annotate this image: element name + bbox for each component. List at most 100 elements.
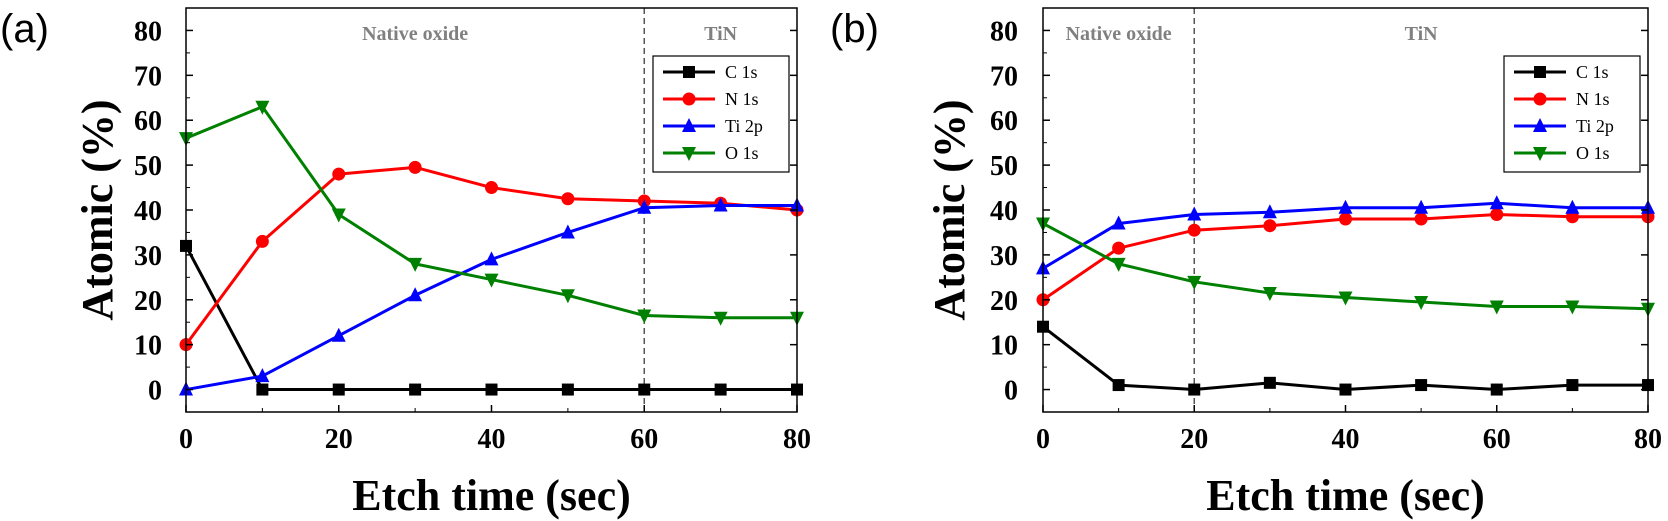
- data-point: [561, 383, 574, 396]
- data-point: [484, 251, 499, 266]
- data-point: [255, 100, 270, 115]
- data-point: [331, 208, 346, 223]
- y-tick-label: 40: [990, 196, 1018, 227]
- legend-box: [652, 55, 790, 173]
- panel-label: (a): [0, 7, 49, 51]
- data-point: [1111, 215, 1126, 230]
- data-point: [1263, 219, 1277, 233]
- data-point: [332, 167, 346, 181]
- y-tick-label: 30: [990, 241, 1018, 272]
- x-tick-label: 20: [325, 424, 353, 455]
- data-point: [1565, 300, 1580, 315]
- data-point: [1415, 379, 1428, 392]
- data-point: [1112, 379, 1125, 392]
- data-point: [1111, 257, 1126, 272]
- data-point: [637, 199, 652, 214]
- region-label-native-oxide: Native oxide: [1066, 23, 1172, 45]
- y-tick-label: 30: [134, 241, 162, 272]
- y-tick-label: 40: [134, 196, 162, 227]
- data-point: [1338, 199, 1353, 214]
- y-tick-label: 0: [1004, 376, 1018, 407]
- x-tick-label: 20: [1180, 424, 1208, 455]
- data-point: [409, 383, 422, 396]
- series-line: [1042, 325, 1648, 392]
- data-point: [1489, 300, 1504, 315]
- x-tick-label: 60: [630, 424, 658, 455]
- region-label-native-oxide: Native oxide: [362, 23, 468, 45]
- x-tick-label: 0: [179, 424, 193, 455]
- data-point: [484, 273, 499, 288]
- data-point: [638, 383, 651, 396]
- legend-entry: Ti 2p: [1576, 116, 1614, 136]
- data-point: [560, 289, 575, 304]
- panel-label: (b): [830, 7, 879, 51]
- y-tick-label: 20: [134, 286, 162, 317]
- legend-marker: [1533, 92, 1547, 106]
- data-point: [1489, 195, 1504, 210]
- y-tick-label: 0: [148, 376, 162, 407]
- data-point: [408, 160, 422, 174]
- legend-entry: N 1s: [725, 89, 759, 109]
- x-tick-label: 60: [1483, 424, 1511, 455]
- data-point: [1339, 383, 1352, 396]
- y-tick-label: 50: [134, 151, 162, 182]
- y-tick-label: 80: [134, 16, 162, 47]
- data-point: [1112, 241, 1126, 255]
- data-point: [637, 309, 652, 324]
- y-axis-title: Atomic (%): [925, 99, 974, 320]
- region-label-tin: TiN: [1405, 23, 1439, 45]
- y-tick-label: 60: [990, 106, 1018, 137]
- data-point: [1414, 296, 1429, 311]
- data-point: [714, 383, 727, 396]
- x-tick-label: 40: [1332, 424, 1360, 455]
- data-point: [332, 383, 345, 396]
- data-point: [408, 257, 423, 272]
- legend: C 1s N 1s Ti 2p O 1s: [1503, 55, 1641, 173]
- legend-marker: [683, 66, 695, 78]
- legend-entry: C 1s: [725, 62, 758, 82]
- legend-entry: Ti 2p: [725, 116, 763, 136]
- data-point: [1414, 212, 1428, 226]
- x-tick-label: 80: [1634, 424, 1662, 455]
- legend-entry: O 1s: [1576, 143, 1610, 163]
- y-tick-label: 70: [134, 61, 162, 92]
- y-tick-label: 80: [990, 16, 1018, 47]
- data-point: [1490, 383, 1503, 396]
- x-axis-title: Etch time (sec): [352, 471, 631, 520]
- data-point: [1263, 376, 1276, 389]
- data-point: [255, 368, 270, 383]
- legend-marker: [682, 118, 696, 132]
- data-point: [1565, 199, 1580, 214]
- chart-panel: (a) Native oxide TiN 0 10 20 30 40 50 60 70 80 0 20 40…: [0, 7, 811, 520]
- data-point: [1187, 206, 1202, 221]
- data-point: [485, 383, 498, 396]
- data-point: [1262, 204, 1277, 219]
- legend: C 1s N 1s Ti 2p O 1s: [652, 55, 790, 173]
- x-tick-label: 80: [783, 424, 811, 455]
- data-point: [1187, 275, 1202, 290]
- legend-marker: [1533, 147, 1547, 161]
- data-point: [1187, 223, 1201, 237]
- data-point: [1338, 291, 1353, 306]
- legend-marker: [682, 92, 696, 106]
- y-tick-label: 10: [990, 331, 1018, 362]
- legend-entry: O 1s: [725, 143, 759, 163]
- y-tick-label: 10: [134, 331, 162, 362]
- data-point: [331, 327, 346, 342]
- data-point: [560, 224, 575, 239]
- data-point: [255, 234, 269, 248]
- x-axis-title: Etch time (sec): [1206, 471, 1485, 520]
- y-tick-label: 60: [134, 106, 162, 137]
- legend-entry: C 1s: [1576, 62, 1609, 82]
- y-axis-title: Atomic (%): [73, 99, 122, 320]
- data-point: [561, 192, 575, 206]
- y-tick-label: 20: [990, 286, 1018, 317]
- y-tick-label: 50: [990, 151, 1018, 182]
- data-point: [1339, 212, 1352, 226]
- data-point: [485, 181, 498, 195]
- data-point: [713, 197, 728, 212]
- legend-entry: N 1s: [1576, 89, 1610, 109]
- y-tick-label: 70: [990, 61, 1018, 92]
- region-label-tin: TiN: [704, 23, 738, 45]
